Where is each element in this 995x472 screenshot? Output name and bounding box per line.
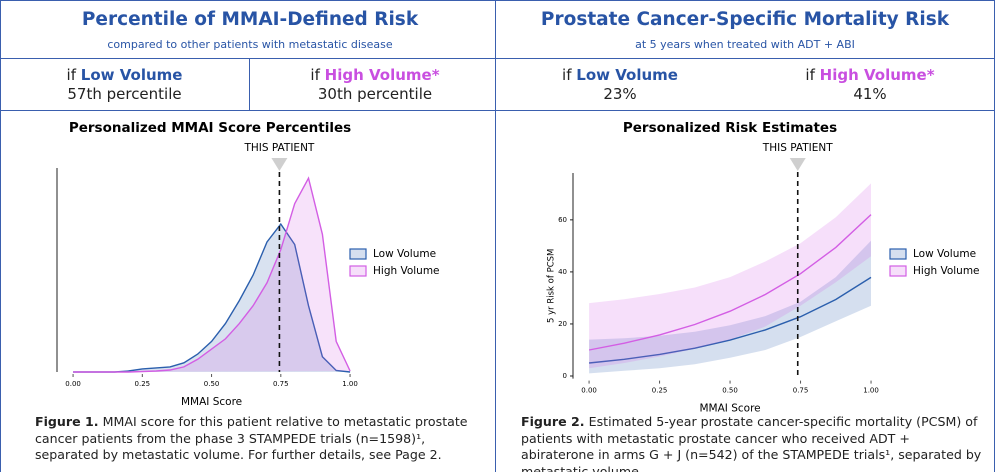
- result-cell: if High Volume* 30th percentile: [250, 59, 500, 111]
- marker-label: THIS PATIENT: [762, 142, 833, 154]
- chart-title: Personalized MMAI Score Percentiles: [69, 120, 351, 136]
- cell-result: 57th percentile: [67, 85, 182, 103]
- legend-swatch: [889, 265, 907, 277]
- marker-arrow: [789, 158, 806, 171]
- cell-group: Low Volume: [576, 66, 678, 84]
- x-tick-label: 0.75: [273, 380, 289, 388]
- cell-group: High Volume*: [324, 66, 440, 84]
- x-tick-label: 0.50: [204, 380, 220, 388]
- cell-result: 23%: [603, 85, 637, 103]
- result-cell: if Low Volume 57th percentile: [0, 59, 250, 111]
- risk-line: [588, 214, 872, 351]
- caption-label: Figure 2.: [521, 414, 585, 429]
- legend-label: High Volume: [373, 265, 440, 277]
- cell-result: 41%: [853, 85, 887, 103]
- cell-result: 30th percentile: [317, 85, 433, 103]
- cell-prefix: if: [562, 66, 572, 84]
- legend-label: Low Volume: [373, 248, 436, 260]
- cell-heading: if Low Volume: [0, 66, 249, 85]
- cell-heading: if Low Volume: [495, 66, 745, 85]
- cell-prefix: if: [310, 66, 320, 84]
- caption: Figure 1. MMAI score for this patient re…: [35, 414, 485, 464]
- cell-group: High Volume*: [819, 66, 935, 84]
- caption-text: MMAI score for this patient relative to …: [35, 414, 468, 462]
- confidence-band: [589, 183, 871, 369]
- risk-line: [589, 276, 872, 364]
- cell-heading: if High Volume*: [745, 66, 995, 85]
- y-tick-label: 0: [563, 372, 567, 380]
- x-tick-label: 1.00: [863, 387, 879, 395]
- panel-title: Percentile of MMAI-Defined Risk: [81, 9, 419, 30]
- legend-swatch: [349, 265, 367, 277]
- x-tick-label: 0.25: [652, 387, 668, 395]
- x-tick-label: 0.50: [722, 387, 738, 395]
- y-tick-label: 40: [558, 268, 567, 276]
- caption-text: Estimated 5-year prostate cancer-specifi…: [521, 414, 982, 472]
- result-cell: if High Volume* 41%: [745, 59, 995, 111]
- x-tick-label: 1.00: [342, 380, 358, 388]
- panel-title: Prostate Cancer-Specific Mortality Risk: [540, 9, 950, 30]
- x-tick-label: 0.00: [581, 387, 597, 395]
- y-tick-label: 60: [558, 216, 567, 224]
- marker-arrow: [271, 158, 288, 171]
- result-cell: if Low Volume 23%: [495, 59, 745, 111]
- legend-swatch: [889, 248, 907, 260]
- legend-swatch: [349, 248, 367, 260]
- x-tick-label: 0.25: [135, 380, 151, 388]
- cell-heading: if High Volume*: [250, 66, 500, 85]
- legend-label: High Volume: [913, 265, 980, 277]
- density-curve: [73, 176, 351, 373]
- x-tick-label: 0.00: [65, 380, 81, 388]
- caption: Figure 2. Estimated 5-year prostate canc…: [521, 414, 983, 472]
- cell-prefix: if: [66, 66, 76, 84]
- x-tick-label: 0.75: [793, 387, 809, 395]
- cell-group: Low Volume: [80, 66, 183, 84]
- marker-label: THIS PATIENT: [243, 142, 314, 154]
- confidence-band: [589, 240, 871, 374]
- x-axis-label: MMAI Score: [699, 403, 760, 415]
- legend-label: Low Volume: [913, 248, 976, 260]
- panel-subtitle: compared to other patients with metastat…: [107, 38, 393, 51]
- panel-subtitle: at 5 years when treated with ADT + ABI: [635, 38, 855, 51]
- chart-title: Personalized Risk Estimates: [623, 120, 837, 136]
- x-axis-label: MMAI Score: [181, 396, 242, 408]
- y-tick-label: 20: [558, 320, 567, 328]
- y-axis-label: 5 yr Risk of PCSM: [547, 249, 557, 323]
- cell-prefix: if: [805, 66, 815, 84]
- caption-label: Figure 1.: [35, 414, 99, 429]
